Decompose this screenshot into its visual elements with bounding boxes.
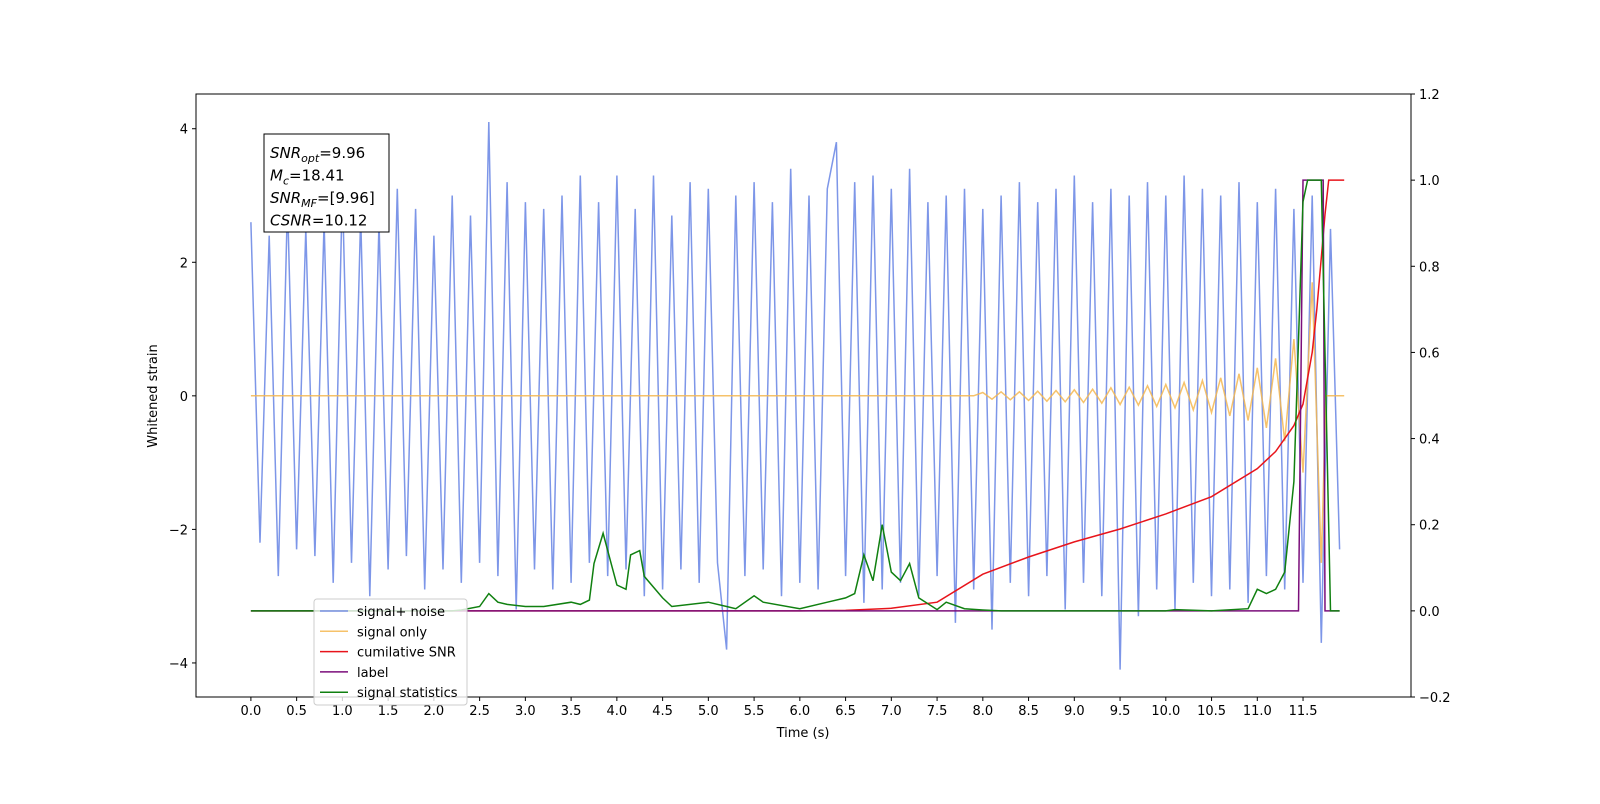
y-tick-label: 4 (180, 123, 188, 138)
x-tick-label: 8.5 (1018, 704, 1039, 719)
x-tick-label: 3.0 (515, 704, 536, 719)
annotation-main: M (270, 167, 283, 185)
x-tick-label: 1.5 (378, 704, 399, 719)
y-tick-label: 0 (180, 390, 188, 405)
annotation-main: CSNR (270, 212, 312, 230)
x-tick-label: 0.0 (241, 704, 262, 719)
legend-label: cumilative SNR (357, 646, 456, 661)
series-line (250, 282, 1345, 563)
series-line (250, 179, 1340, 612)
annotation-text: CSNR=10.12 (270, 212, 367, 230)
annotation-main: SNR (270, 144, 301, 162)
legend-label: label (357, 666, 388, 681)
x-tick-label: 10.0 (1151, 704, 1180, 719)
plot-area (250, 121, 1345, 670)
x-tick-label: 9.5 (1110, 704, 1131, 719)
x-tick-label: 5.0 (698, 704, 719, 719)
annotation-text: SNRMF=[9.96] (270, 189, 375, 210)
x-tick-label: 4.5 (652, 704, 673, 719)
x-tick-label: 5.5 (744, 704, 765, 719)
series-line (250, 179, 1345, 612)
y-tick-label: −4 (169, 657, 188, 672)
x-tick-label: 4.0 (607, 704, 628, 719)
annotation-text: Mc=18.41 (270, 167, 345, 188)
y-tick-label: −2 (169, 523, 188, 538)
y2-tick-label: 1.0 (1419, 174, 1440, 189)
legend-box (313, 598, 468, 706)
annotation-sub: c (283, 175, 289, 188)
y2-tick-label: −0.2 (1419, 691, 1451, 706)
annotation-box (263, 133, 390, 233)
annotation-rest: =18.41 (289, 167, 345, 185)
legend-label: signal statistics (357, 686, 458, 701)
y2-tick-label: 0.4 (1419, 433, 1440, 448)
annotation-sub: MF (301, 197, 317, 210)
x-tick-label: 11.5 (1289, 704, 1318, 719)
x-tick-label: 9.0 (1064, 704, 1085, 719)
legend-label: signal+ noise (357, 605, 445, 620)
annotation-sub: opt (301, 152, 320, 165)
annotation-rest: =10.12 (312, 212, 368, 230)
y2-tick-label: 0.6 (1419, 346, 1440, 361)
x-tick-label: 2.0 (424, 704, 445, 719)
y2-tick-label: 0.8 (1419, 260, 1440, 275)
y-axis-label: Whitened strain (146, 344, 161, 447)
x-axis-label: Time (s) (776, 726, 830, 741)
y-tick-label: 2 (180, 256, 188, 271)
y2-tick-label: 1.2 (1419, 88, 1440, 103)
series-line (250, 121, 1341, 670)
x-tick-label: 0.5 (286, 704, 307, 719)
x-tick-label: 2.5 (469, 704, 490, 719)
x-tick-label: 8.0 (972, 704, 993, 719)
annotation-main: SNR (270, 189, 301, 207)
annotation-rest: =9.96 (319, 144, 365, 162)
x-tick-label: 7.5 (927, 704, 948, 719)
legend-label: signal only (357, 625, 427, 640)
x-tick-label: 10.5 (1197, 704, 1226, 719)
y2-tick-label: 0.0 (1419, 605, 1440, 620)
x-tick-label: 7.0 (881, 704, 902, 719)
annotation-text: SNRopt=9.96 (270, 144, 365, 165)
y2-tick-label: 0.2 (1419, 519, 1440, 534)
x-tick-label: 3.5 (561, 704, 582, 719)
x-tick-label: 6.0 (789, 704, 810, 719)
x-tick-label: 1.0 (332, 704, 353, 719)
x-tick-label: 11.0 (1243, 704, 1272, 719)
x-tick-label: 6.5 (835, 704, 856, 719)
annotation-rest: =[9.96] (317, 189, 375, 207)
